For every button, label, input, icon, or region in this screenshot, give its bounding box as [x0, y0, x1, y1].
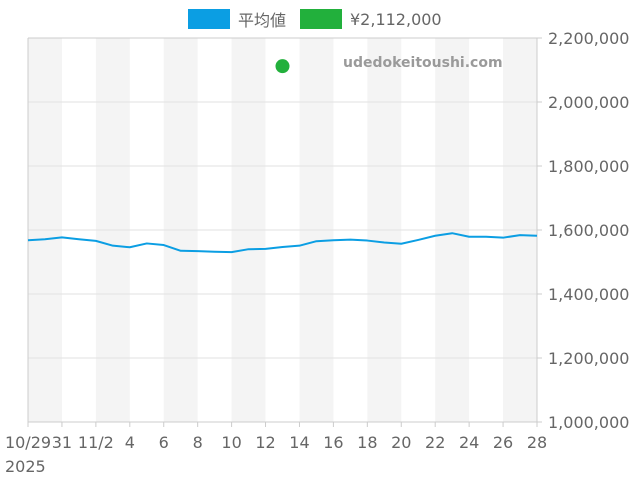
y-tick-label: 1,800,000: [548, 157, 629, 176]
legend: 平均値 ¥2,112,000: [0, 8, 640, 30]
x-tick-label: 26: [493, 433, 513, 452]
watermark: udedokeitoushi.com: [343, 55, 503, 71]
axes: [27, 37, 538, 427]
x-tick-label: 20: [391, 433, 411, 452]
y-tick-label: 1,200,000: [548, 349, 629, 368]
x-tick-label: 28: [527, 433, 547, 452]
x-tick-label: 4: [125, 433, 135, 452]
x-tick-label: 18: [357, 433, 377, 452]
x-tick-label: 16: [323, 433, 343, 452]
y-tick-label: 1,400,000: [548, 285, 629, 304]
x-tick-label: 6: [159, 433, 169, 452]
legend-item-average[interactable]: 平均値: [188, 8, 286, 30]
x-tick-labels: 10/29 31 11/2 4 6 8 10 12 14 16 18 20 22 24 26 28 2025: [5, 433, 547, 476]
series-line-average: [27, 232, 538, 254]
x-year-label: 2025: [5, 457, 46, 476]
y-tick-label: 1,600,000: [548, 221, 629, 240]
x-tick-label: 8: [193, 433, 203, 452]
x-tick-label: 11/2: [78, 433, 114, 452]
y-tick-label: 1,000,000: [548, 413, 629, 432]
legend-swatch-reference-price: [300, 9, 342, 29]
reference-price-point: [275, 59, 290, 74]
x-tick-label: 12: [255, 433, 275, 452]
legend-label-reference-price: ¥2,112,000: [350, 9, 442, 29]
x-tick-label: 24: [459, 433, 479, 452]
y-tick-label: 2,200,000: [548, 29, 629, 48]
legend-swatch-average: [188, 9, 230, 29]
y-tick-label: 2,000,000: [548, 93, 629, 112]
x-tick-label: 10: [221, 433, 241, 452]
legend-item-reference-price[interactable]: ¥2,112,000: [300, 8, 442, 30]
x-tick-label: 31: [52, 433, 72, 452]
x-tick-label: 22: [425, 433, 445, 452]
x-tick-label: 10/29: [5, 433, 51, 452]
y-tick-labels: 1,000,000 1,200,000 1,400,000 1,600,000 1,80…: [548, 29, 629, 432]
series-layer: [27, 59, 538, 254]
x-tick-label: 14: [289, 433, 309, 452]
legend-label-average: 平均値: [238, 11, 287, 30]
